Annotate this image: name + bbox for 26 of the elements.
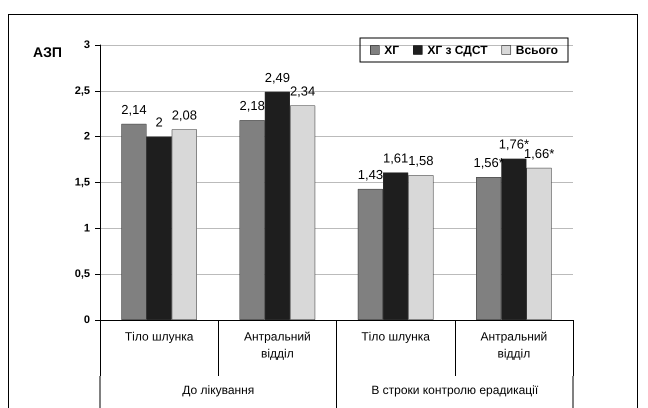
data-label: 1,58 (408, 153, 434, 168)
data-label: 2,14 (121, 102, 147, 117)
y-tick-label: 0,5 (74, 268, 90, 280)
legend-label: ХГ з СДСТ (427, 43, 488, 57)
text: До лікування (182, 383, 254, 397)
y-tick-label: 2,5 (74, 84, 90, 97)
x-tick-label: Тіло шлунка (361, 330, 430, 344)
text: В строки контролю ерадикації (371, 383, 539, 397)
data-label: 2,49 (264, 70, 290, 85)
y-tick-label: 1,5 (74, 176, 90, 188)
y-axis-title: АЗП (33, 44, 62, 60)
legend-label: Всього (516, 43, 558, 57)
y-tick-label: 2 (84, 130, 90, 143)
y-tick-label: 3 (84, 39, 90, 51)
data-label: 2,18 (239, 98, 265, 114)
data-label: 2 (156, 114, 163, 130)
legend-label: ХГ (384, 43, 400, 57)
x-tick-label: Антральний відділ (244, 330, 311, 360)
x-tick-label: Антральний відділ (480, 330, 548, 360)
data-label: 1,61 (382, 150, 408, 166)
data-label: 2,34 (290, 84, 316, 98)
data-label: 2,08 (172, 107, 198, 122)
x-tick-label: Тіло шлунка (124, 330, 194, 344)
y-tick-label: 0 (84, 314, 90, 326)
y-tick-label: 1 (84, 222, 90, 234)
data-label: 1,43 (358, 166, 384, 182)
